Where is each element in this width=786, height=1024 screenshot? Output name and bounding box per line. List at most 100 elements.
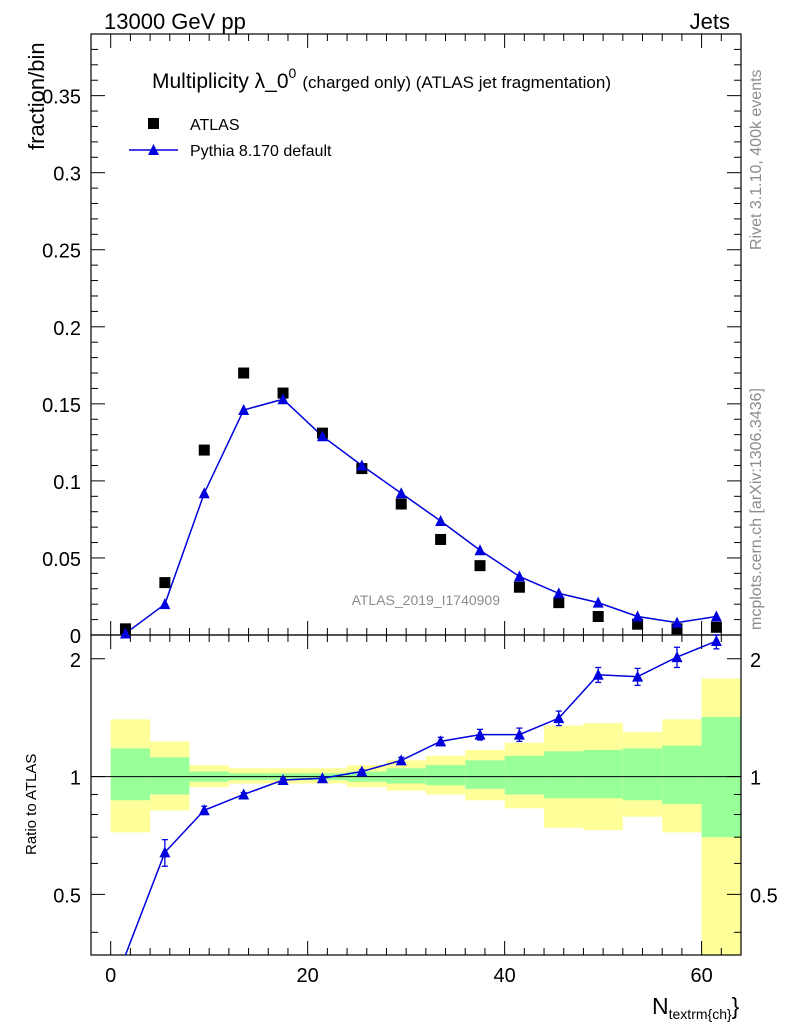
ratio-point [513,728,525,740]
main-panel [90,33,742,649]
ratio-point [474,728,486,740]
ratio-y-axis-label: Ratio to ATLAS [23,754,40,855]
ratio-point [435,735,447,747]
atlas-point [395,498,407,510]
pythia-line [125,398,717,635]
main-plot-frame [90,33,742,636]
title-superscript: 0 [289,65,297,81]
atlas-point [632,618,644,630]
legend-pythia-marker [148,144,159,155]
pythia-point [119,627,131,639]
x-tick-label: 60 [690,965,712,987]
inner-band-bin [622,748,663,801]
pythia-point [513,570,525,582]
ratio-data-layer [124,634,722,956]
atlas-point [238,367,250,379]
atlas-point [277,387,289,399]
atlas-point [474,560,486,572]
ratio-tick-label: 1 [70,768,81,790]
ratio-point [356,765,368,777]
y-axis-label: fraction/bin [24,42,49,150]
ratio-point [632,670,644,682]
mcplots-label: mcplots.cern.ch [arXiv:1306.3436] [748,388,765,630]
ratio-uncertainty-bands [110,678,741,955]
tick-labels: 0 0.05 0.1 0.15 0.2 0.25 0.3 0.35 0 20 40 60 0.5 0.5 1… [42,87,778,987]
pythia-point [632,610,644,622]
y-tick-label: 0.1 [53,472,81,494]
main-data-layer [119,367,722,639]
y-tick-label: 0.05 [42,549,81,571]
pythia-point [198,487,210,499]
ratio-tick-label-right: 0.5 [750,885,778,907]
ratio-tick-label: 2 [70,650,81,672]
pythia-point [356,459,368,471]
y-tick-label: 0.25 [42,241,81,263]
pythia-point [710,610,722,622]
legend-atlas-marker [148,118,159,129]
inner-band-bin [662,745,702,805]
ratio-point [592,668,604,680]
atlas-point [553,597,565,609]
rivet-version-label: Rivet 3.1.10, 400k events [748,69,765,250]
ratio-tick-label: 0.5 [53,885,81,907]
title-suffix: (charged only) (ATLAS jet fragmentation) [302,73,611,92]
x-axis-label: Ntextrm{ch}} [652,993,740,1022]
inner-band-bin [150,757,190,795]
pythia-point [277,393,289,405]
analysis-id-label: ATLAS_2019_I1740909 [352,592,501,608]
pythia-point [553,587,565,599]
inner-band-bin [701,716,741,838]
ratio-tick-label-right: 1 [750,768,761,790]
legend: ATLAS Pythia 8.170 default [129,117,332,160]
x-tick-label: 0 [105,965,116,987]
x-tick-label: 40 [494,965,516,987]
ratio-tick-label-right: 2 [750,650,761,672]
legend-atlas-label: ATLAS [190,117,240,134]
ratio-line [124,640,717,956]
chart-title: Multiplicity λ_00 (charged only) (ATLAS j… [152,65,611,93]
pythia-point [435,514,447,526]
pythia-point [159,598,171,610]
ratio-point [198,804,210,816]
title-main: Multiplicity λ_0 [152,70,289,93]
ratio-point [395,754,407,766]
atlas-point [710,621,722,633]
atlas-point [435,533,447,545]
ratio-point [553,712,565,724]
atlas-point [671,623,683,635]
inner-band-bin [425,765,466,786]
ratio-plot-frame [90,634,742,956]
y-tick-label: 0.35 [42,87,81,109]
y-tick-label: 0.3 [53,164,81,186]
inner-band-bin [110,748,151,801]
atlas-point [198,444,210,456]
inner-band-bin [504,755,545,795]
x-label-close: } [732,993,740,1019]
pythia-point [316,430,328,442]
y-tick-label: 0 [70,626,81,648]
x-label-main: N [652,993,669,1019]
pythia-point [592,596,604,608]
inner-band-bin [386,768,426,784]
y-tick-label: 0.2 [53,318,81,340]
atlas-point [592,611,604,623]
atlas-point [159,577,171,589]
inner-band-bin [465,760,505,789]
category-label: Jets [690,9,730,34]
ratio-point [159,846,171,858]
atlas-point [513,581,525,593]
inner-band-bin [544,751,584,799]
pythia-point [671,616,683,628]
ratio-point [671,651,683,663]
x-label-subscript: textrm{ch} [669,1006,732,1022]
ratio-point [277,773,289,785]
ratio-point [238,788,250,800]
inner-band-bin [583,749,623,799]
legend-pythia-label: Pythia 8.170 default [190,143,332,160]
y-tick-label: 0.15 [42,395,81,417]
ratio-point [710,635,722,647]
collision-label: 13000 GeV pp [104,9,246,34]
pythia-point [474,544,486,556]
x-tick-label: 20 [297,965,319,987]
